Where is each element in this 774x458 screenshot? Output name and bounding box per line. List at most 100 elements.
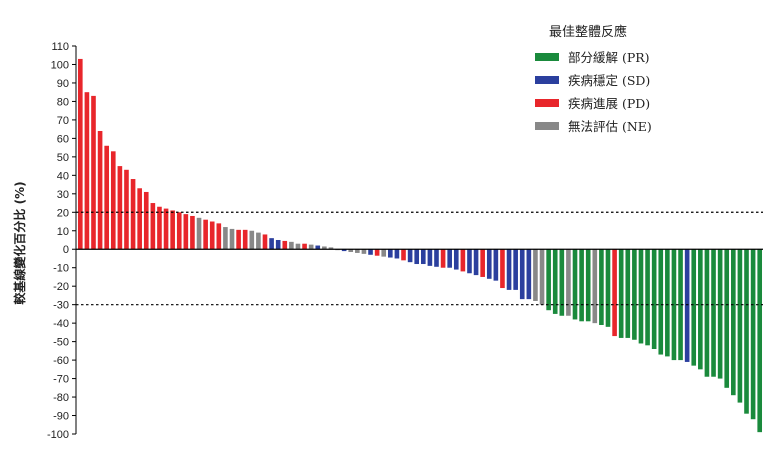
bar-71 — [539, 249, 545, 305]
bar-2 — [84, 92, 90, 250]
bar-19 — [196, 217, 202, 250]
bar-88 — [651, 249, 657, 350]
bar-7 — [117, 166, 123, 250]
bar-30 — [269, 238, 274, 250]
y-tick-label: 50 — [57, 152, 69, 164]
reference-lines — [76, 211, 763, 306]
bar-49 — [394, 249, 400, 259]
bar-80 — [599, 249, 604, 325]
bar-57 — [447, 249, 452, 268]
bar-81 — [605, 249, 611, 327]
bar-31 — [275, 240, 281, 250]
bar-69 — [526, 249, 532, 300]
bar-26 — [242, 229, 248, 250]
bar-74 — [559, 249, 565, 316]
bar-46 — [374, 249, 380, 256]
y-tick-label: 100 — [51, 59, 69, 71]
bar-23 — [223, 227, 228, 250]
y-axis-label: 較基線變化百分比 (%) — [12, 181, 27, 304]
bar-41 — [341, 249, 347, 252]
legend-swatch-pr — [535, 53, 559, 61]
bar-104 — [757, 249, 763, 433]
bar-87 — [645, 249, 650, 346]
bar-24 — [229, 228, 235, 250]
bar-102 — [744, 249, 749, 414]
bar-34 — [295, 243, 301, 250]
bar-6 — [110, 151, 116, 250]
y-tick-label: -20 — [53, 281, 69, 293]
bar-17 — [183, 214, 189, 250]
bar-77 — [579, 249, 584, 322]
bar-64 — [493, 249, 499, 281]
y-tick-label: -90 — [53, 411, 69, 423]
y-tick-label: 40 — [57, 170, 69, 182]
legend-swatch-sd — [535, 76, 559, 84]
bar-79 — [592, 249, 598, 324]
bar-39 — [328, 247, 334, 250]
y-tick-label: 80 — [57, 96, 69, 108]
y-tick-label: 20 — [57, 207, 69, 219]
bar-9 — [130, 179, 136, 250]
legend: 最佳整體反應 部分緩解 (PR) 疾病穩定 (SD) 疾病進展 (PD) 無法評估 (… — [535, 24, 652, 134]
bar-96 — [704, 249, 710, 377]
bar-70 — [533, 249, 538, 301]
bar-51 — [407, 249, 413, 263]
bar-65 — [500, 249, 505, 289]
y-tick-label: -70 — [53, 374, 69, 386]
legend-label-sd: 疾病穩定 (SD) — [568, 73, 650, 88]
bar-76 — [572, 249, 578, 320]
bar-59 — [460, 249, 466, 272]
bar-33 — [289, 241, 294, 250]
bar-20 — [203, 219, 208, 250]
y-tick-label: 60 — [57, 133, 69, 145]
bar-16 — [176, 212, 182, 250]
bar-14 — [163, 208, 169, 250]
bar-12 — [150, 203, 156, 250]
bar-25 — [236, 229, 241, 250]
bar-10 — [137, 188, 142, 250]
bar-60 — [467, 249, 472, 274]
y-tick-label: 10 — [57, 226, 69, 238]
bar-1 — [77, 58, 83, 250]
bar-54 — [427, 249, 433, 266]
bar-44 — [361, 249, 367, 254]
bar-94 — [691, 249, 697, 366]
y-tick-label: 110 — [51, 41, 69, 53]
y-tick-label: 70 — [57, 115, 69, 127]
y-tick-label: -80 — [53, 392, 69, 404]
bar-63 — [486, 249, 492, 279]
y-tick-label: 0 — [63, 244, 69, 256]
bar-8 — [124, 169, 129, 250]
bar-91 — [671, 249, 677, 361]
legend-swatch-ne — [535, 122, 559, 130]
bar-27 — [249, 230, 255, 250]
bar-89 — [658, 249, 664, 355]
bar-75 — [566, 249, 571, 316]
bar-84 — [625, 249, 631, 338]
bar-97 — [711, 249, 716, 377]
bar-86 — [638, 249, 644, 344]
bar-83 — [618, 249, 624, 338]
bar-18 — [190, 215, 195, 250]
bar-32 — [282, 240, 288, 250]
bar-56 — [440, 249, 446, 268]
bar-47 — [381, 249, 387, 257]
y-tick-label: -60 — [53, 355, 69, 367]
bar-50 — [401, 249, 406, 261]
bar-72 — [546, 249, 551, 311]
bar-38 — [322, 246, 327, 250]
bar-29 — [262, 234, 268, 250]
bar-99 — [724, 249, 730, 388]
bar-28 — [256, 232, 261, 250]
bar-53 — [420, 249, 426, 265]
y-tick-label: 30 — [57, 189, 69, 201]
bar-61 — [473, 249, 479, 276]
bar-78 — [585, 249, 591, 322]
y-tick-label: -30 — [53, 300, 69, 312]
bar-37 — [315, 245, 321, 250]
bars-group — [77, 58, 763, 433]
y-tick-label: -100 — [47, 429, 69, 441]
legend-label-ne: 無法評估 (NE) — [568, 119, 652, 134]
bar-35 — [302, 243, 307, 250]
bar-62 — [480, 249, 485, 277]
